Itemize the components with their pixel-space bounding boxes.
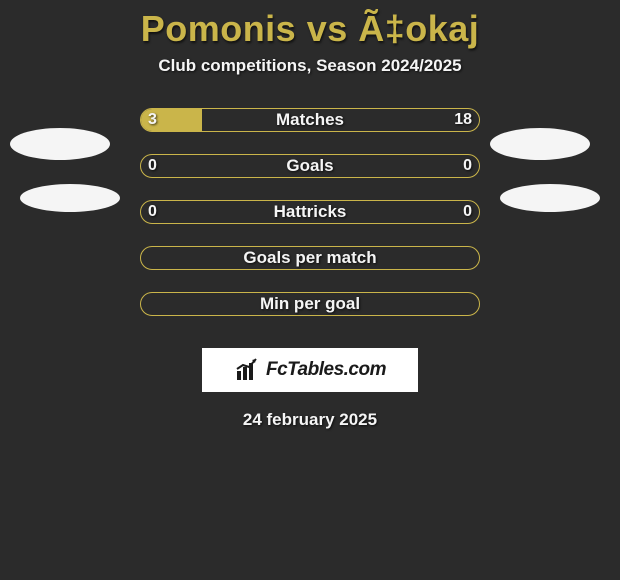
value-right: 0: [463, 154, 472, 178]
stat-row: Min per goal: [0, 292, 620, 338]
bar-track: [140, 246, 480, 270]
value-right: 0: [463, 200, 472, 224]
subtitle: Club competitions, Season 2024/2025: [0, 56, 620, 76]
date-label: 24 february 2025: [0, 410, 620, 430]
logo-chart-icon: [234, 357, 262, 383]
stat-row: Goals per match: [0, 246, 620, 292]
logo: FcTables.com: [234, 357, 386, 383]
page-title: Pomonis vs Ã‡okaj: [0, 8, 620, 50]
bar-track: [140, 200, 480, 224]
bar-track: [140, 154, 480, 178]
bar-track: [140, 292, 480, 316]
value-left: 0: [148, 200, 157, 224]
comparison-infographic: Pomonis vs Ã‡okaj Club competitions, Sea…: [0, 8, 620, 580]
bar-track: [140, 108, 480, 132]
comparison-bars: Matches318Goals00Hattricks00Goals per ma…: [0, 108, 620, 338]
value-right: 18: [454, 108, 472, 132]
logo-box: FcTables.com: [202, 348, 418, 392]
value-left: 0: [148, 154, 157, 178]
stat-row: Goals00: [0, 154, 620, 200]
value-left: 3: [148, 108, 157, 132]
stat-row: Matches318: [0, 108, 620, 154]
logo-text: FcTables.com: [266, 359, 386, 381]
stat-row: Hattricks00: [0, 200, 620, 246]
